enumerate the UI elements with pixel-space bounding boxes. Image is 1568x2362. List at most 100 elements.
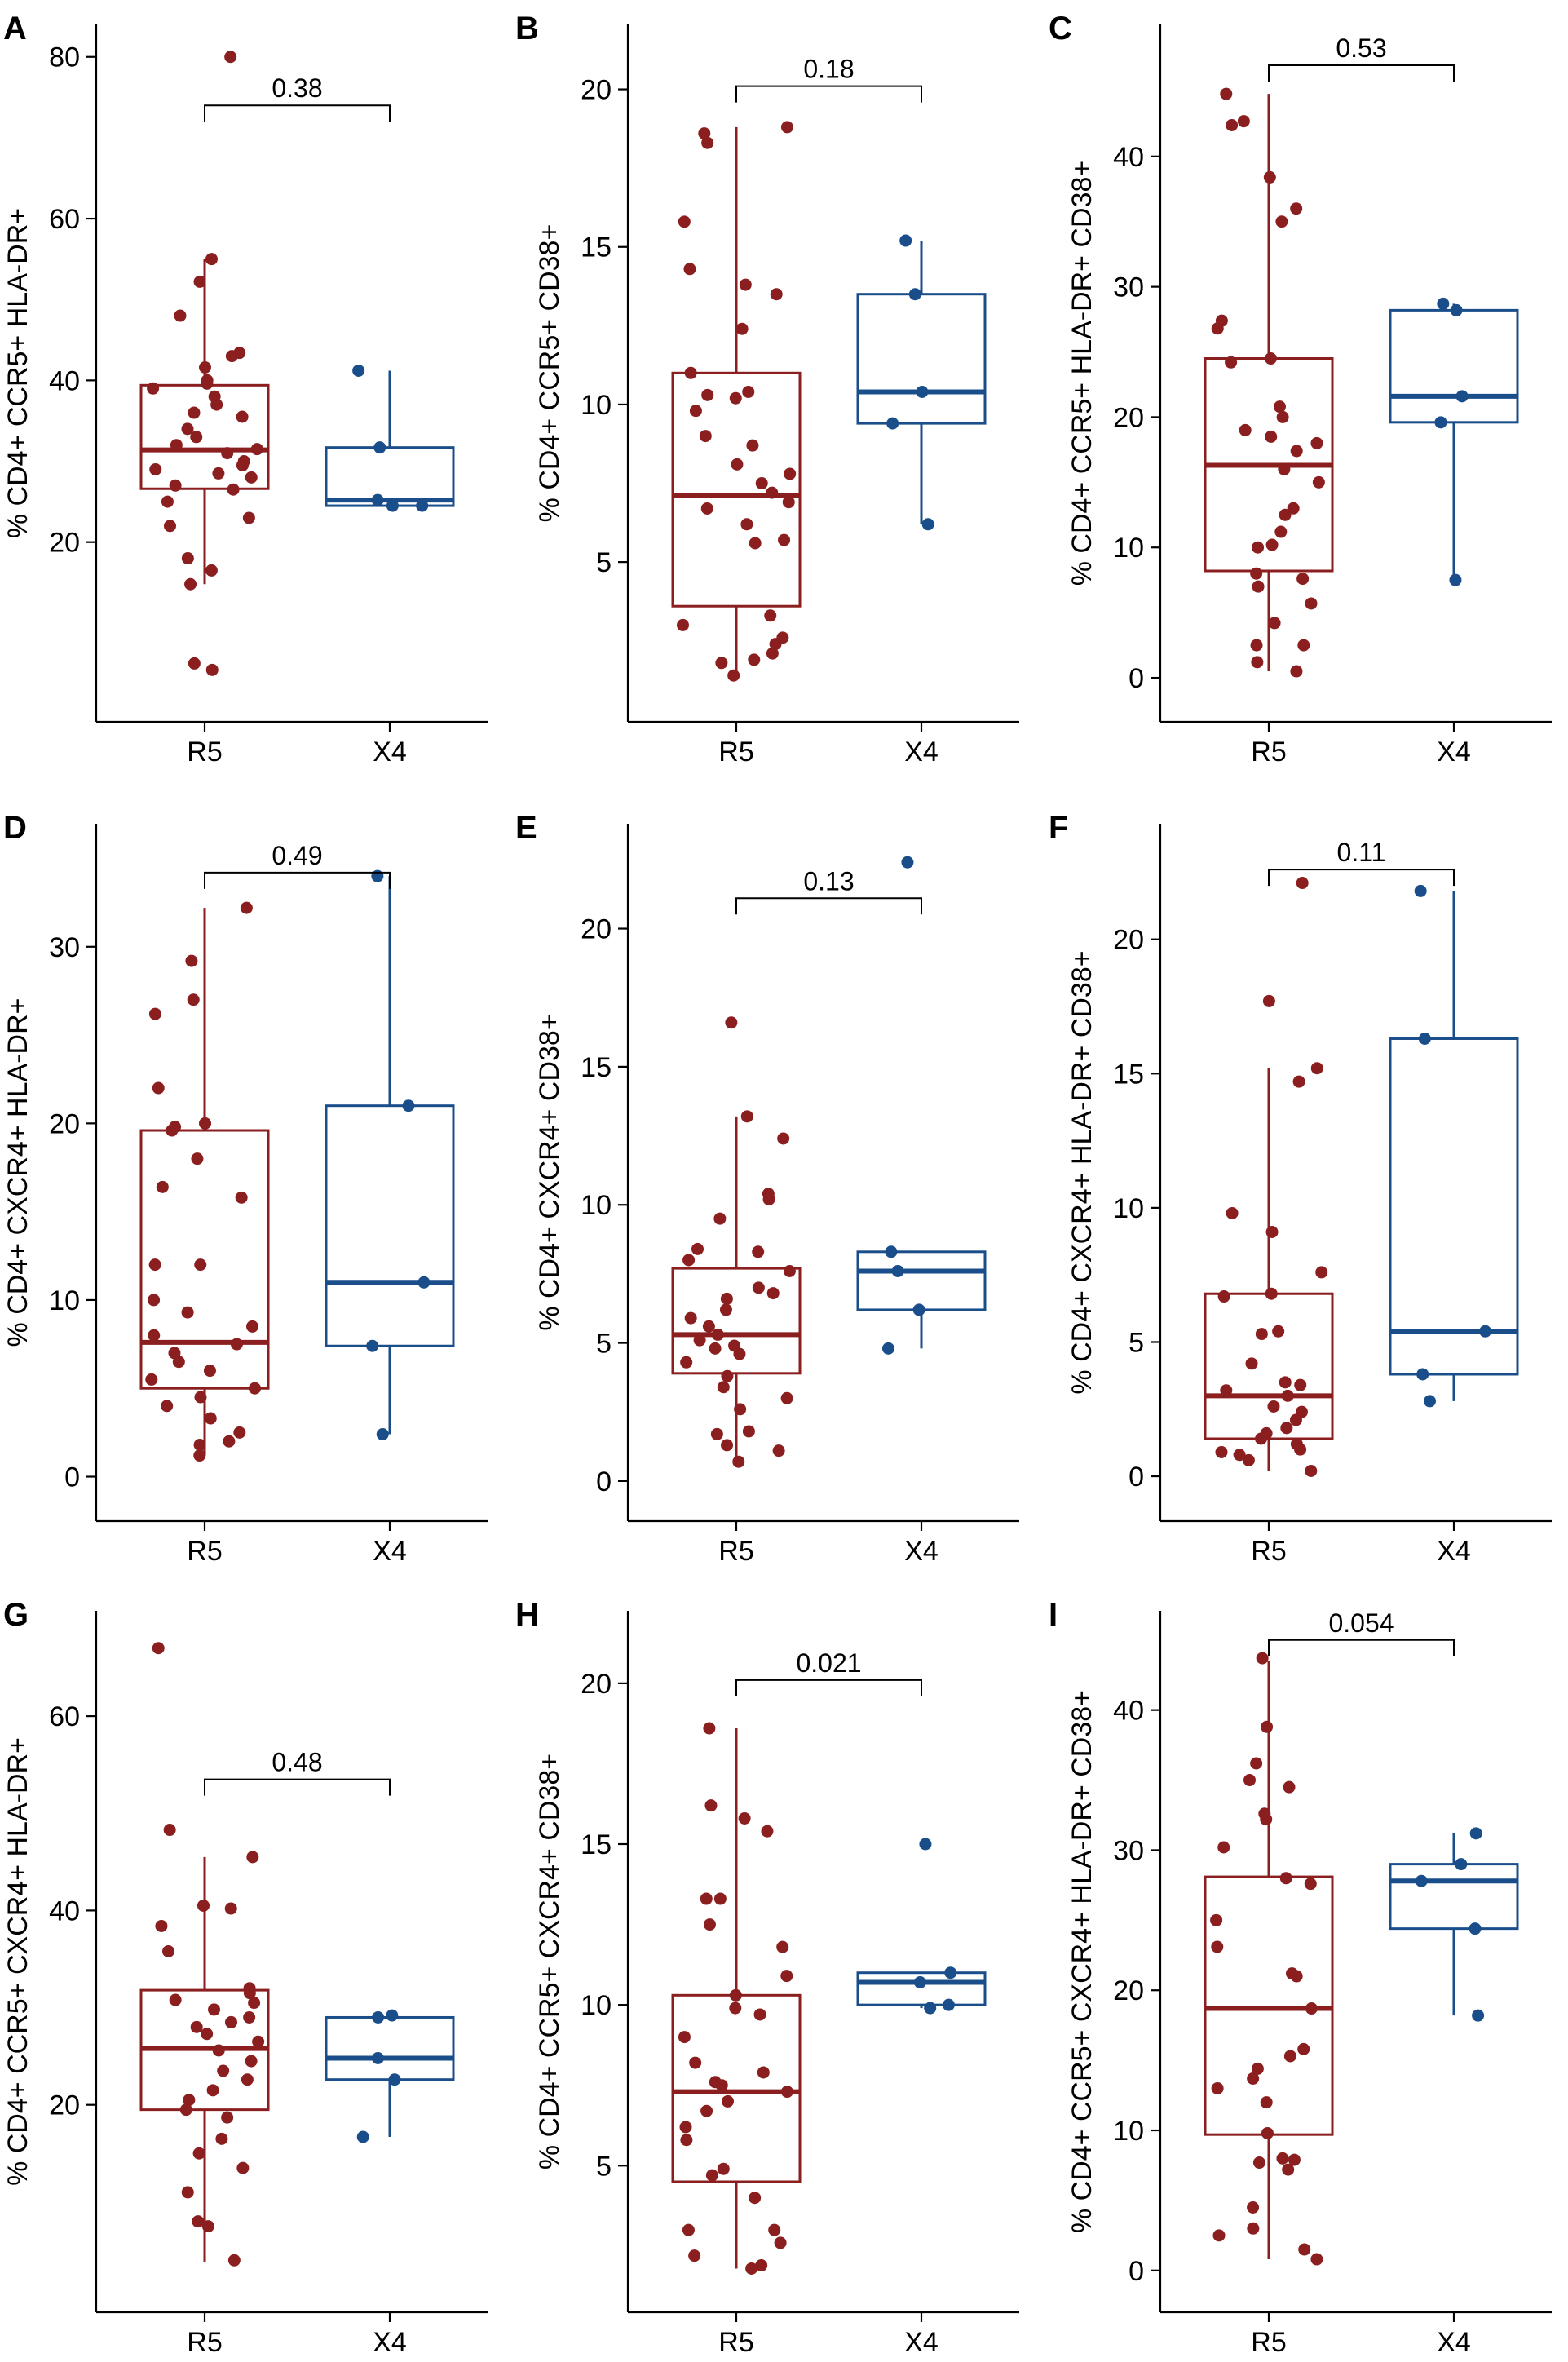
data-point-r5: [702, 1320, 715, 1333]
y-tick-label: 0: [1129, 663, 1144, 694]
x-tick-label-r5: R5: [1251, 736, 1286, 767]
data-point-r5: [703, 1918, 716, 1931]
y-tick-label: 5: [596, 2151, 612, 2182]
x-tick-label-r5: R5: [718, 2327, 753, 2358]
data-point-r5: [680, 2134, 693, 2147]
data-point-x4: [1434, 416, 1447, 429]
data-point-x4: [417, 1276, 431, 1289]
y-tick-label: 10: [1113, 1193, 1144, 1224]
y-tick-label: 20: [581, 914, 612, 945]
data-point-r5: [233, 1426, 246, 1439]
data-point-r5: [749, 537, 762, 550]
x-tick-label-x4: X4: [904, 1536, 939, 1567]
data-point-r5: [701, 388, 714, 401]
data-point-r5: [181, 552, 194, 565]
data-point-r5: [732, 1455, 745, 1468]
p-value-label: 0.49: [272, 841, 322, 870]
significance-bracket: [204, 871, 391, 889]
data-point-x4: [371, 2051, 384, 2064]
data-point-r5: [188, 406, 201, 419]
data-point-r5: [1251, 656, 1264, 669]
box-iqr: [1389, 1863, 1519, 1931]
data-point-x4: [912, 1303, 925, 1316]
data-point-r5: [700, 502, 713, 515]
y-tick-label: 0: [64, 1462, 80, 1493]
data-point-r5: [1237, 115, 1250, 128]
data-point-x4: [366, 1339, 379, 1352]
data-point-r5: [700, 1892, 713, 1905]
data-point-r5: [1220, 1384, 1233, 1397]
panel-b: B 5 10 15 20 % CD4+ CCR5+ CD38+ R5 X4 0.18: [515, 11, 1019, 767]
data-point-r5: [197, 1899, 210, 1912]
data-point-r5: [1243, 1774, 1257, 1787]
data-point-r5: [715, 2079, 728, 2092]
data-point-r5: [225, 350, 238, 363]
data-point-r5: [203, 1365, 216, 1378]
data-point-r5: [720, 1292, 733, 1305]
data-point-r5: [224, 51, 237, 64]
box-iqr: [671, 1267, 802, 1375]
panel-g: G 20 40 60 % CD4+ CCR5+ CXCR4+ HLA-DR+ R5 X4 0.…: [2, 1597, 488, 2358]
data-point-r5: [727, 669, 740, 682]
data-point-r5: [689, 405, 702, 418]
data-point-x4: [1449, 573, 1462, 586]
data-point-x4: [913, 1976, 926, 1989]
data-point-r5: [742, 385, 755, 398]
y-tick-label: 0: [596, 1466, 612, 1497]
data-point-r5: [208, 2003, 221, 2016]
data-point-r5: [1264, 352, 1277, 365]
data-point-r5: [221, 2111, 234, 2124]
data-point-r5: [713, 1212, 727, 1225]
data-point-r5: [1245, 1357, 1258, 1370]
box-r5: [671, 1116, 802, 1462]
data-point-r5: [1279, 1872, 1292, 1885]
data-point-r5: [194, 1258, 207, 1272]
data-point-r5: [152, 1081, 165, 1095]
y-tick-label: 10: [581, 1190, 612, 1221]
panel-h: H 5 10 15 20 % CD4+ CCR5+ CXCR4+ CD38+ R5 X4 0.0…: [515, 1597, 1019, 2358]
data-point-r5: [699, 430, 712, 443]
data-point-r5: [1274, 525, 1288, 538]
data-point-r5: [223, 1435, 236, 1448]
panel-a: A 20 40 60 80 % CD4+ CCR5+ HLA-DR+ R5 X4 0.38: [2, 11, 488, 767]
y-tick-label: 10: [1113, 2116, 1144, 2147]
y-tick-label: 20: [49, 1108, 80, 1139]
p-value-label: 0.11: [1337, 838, 1386, 867]
y-tick-label: 15: [581, 1052, 612, 1083]
data-point-r5: [193, 275, 206, 288]
y-tick-label: 20: [581, 75, 612, 106]
data-point-r5: [204, 1412, 217, 1425]
box-r5: [139, 1856, 270, 2262]
data-point-r5: [192, 2147, 205, 2160]
data-point-r5: [738, 1811, 751, 1825]
data-point-r5: [1255, 1328, 1268, 1341]
data-point-r5: [248, 1382, 261, 1395]
data-point-r5: [1267, 1400, 1280, 1413]
data-point-r5: [181, 2186, 194, 2199]
box-iqr: [671, 371, 802, 608]
box-r5: [1204, 1661, 1334, 2260]
data-point-x4: [908, 288, 921, 301]
y-axis-label: % CD4+ CCR5+ CD38+: [534, 224, 565, 523]
data-point-x4: [372, 2010, 385, 2024]
y-tick-label: 20: [1113, 1975, 1144, 2006]
y-tick-label: 40: [1113, 1696, 1144, 1727]
data-point-r5: [755, 2259, 768, 2272]
data-point-r5: [784, 467, 797, 480]
data-point-x4: [901, 856, 914, 869]
data-point-r5: [206, 2084, 219, 2097]
data-point-r5: [752, 1245, 765, 1258]
y-tick-label: 30: [1113, 1835, 1144, 1866]
data-point-x4: [899, 234, 912, 247]
data-point-r5: [713, 1892, 727, 1905]
box-r5: [1204, 1068, 1334, 1471]
data-point-r5: [742, 1425, 755, 1438]
data-point-r5: [1290, 665, 1303, 678]
data-point-r5: [1265, 430, 1278, 443]
data-point-r5: [735, 322, 749, 335]
data-point-r5: [169, 1993, 182, 2006]
data-point-r5: [1290, 202, 1303, 215]
data-point-r5: [1226, 118, 1239, 131]
x-tick-label-r5: R5: [187, 2327, 222, 2358]
data-point-r5: [169, 479, 182, 492]
